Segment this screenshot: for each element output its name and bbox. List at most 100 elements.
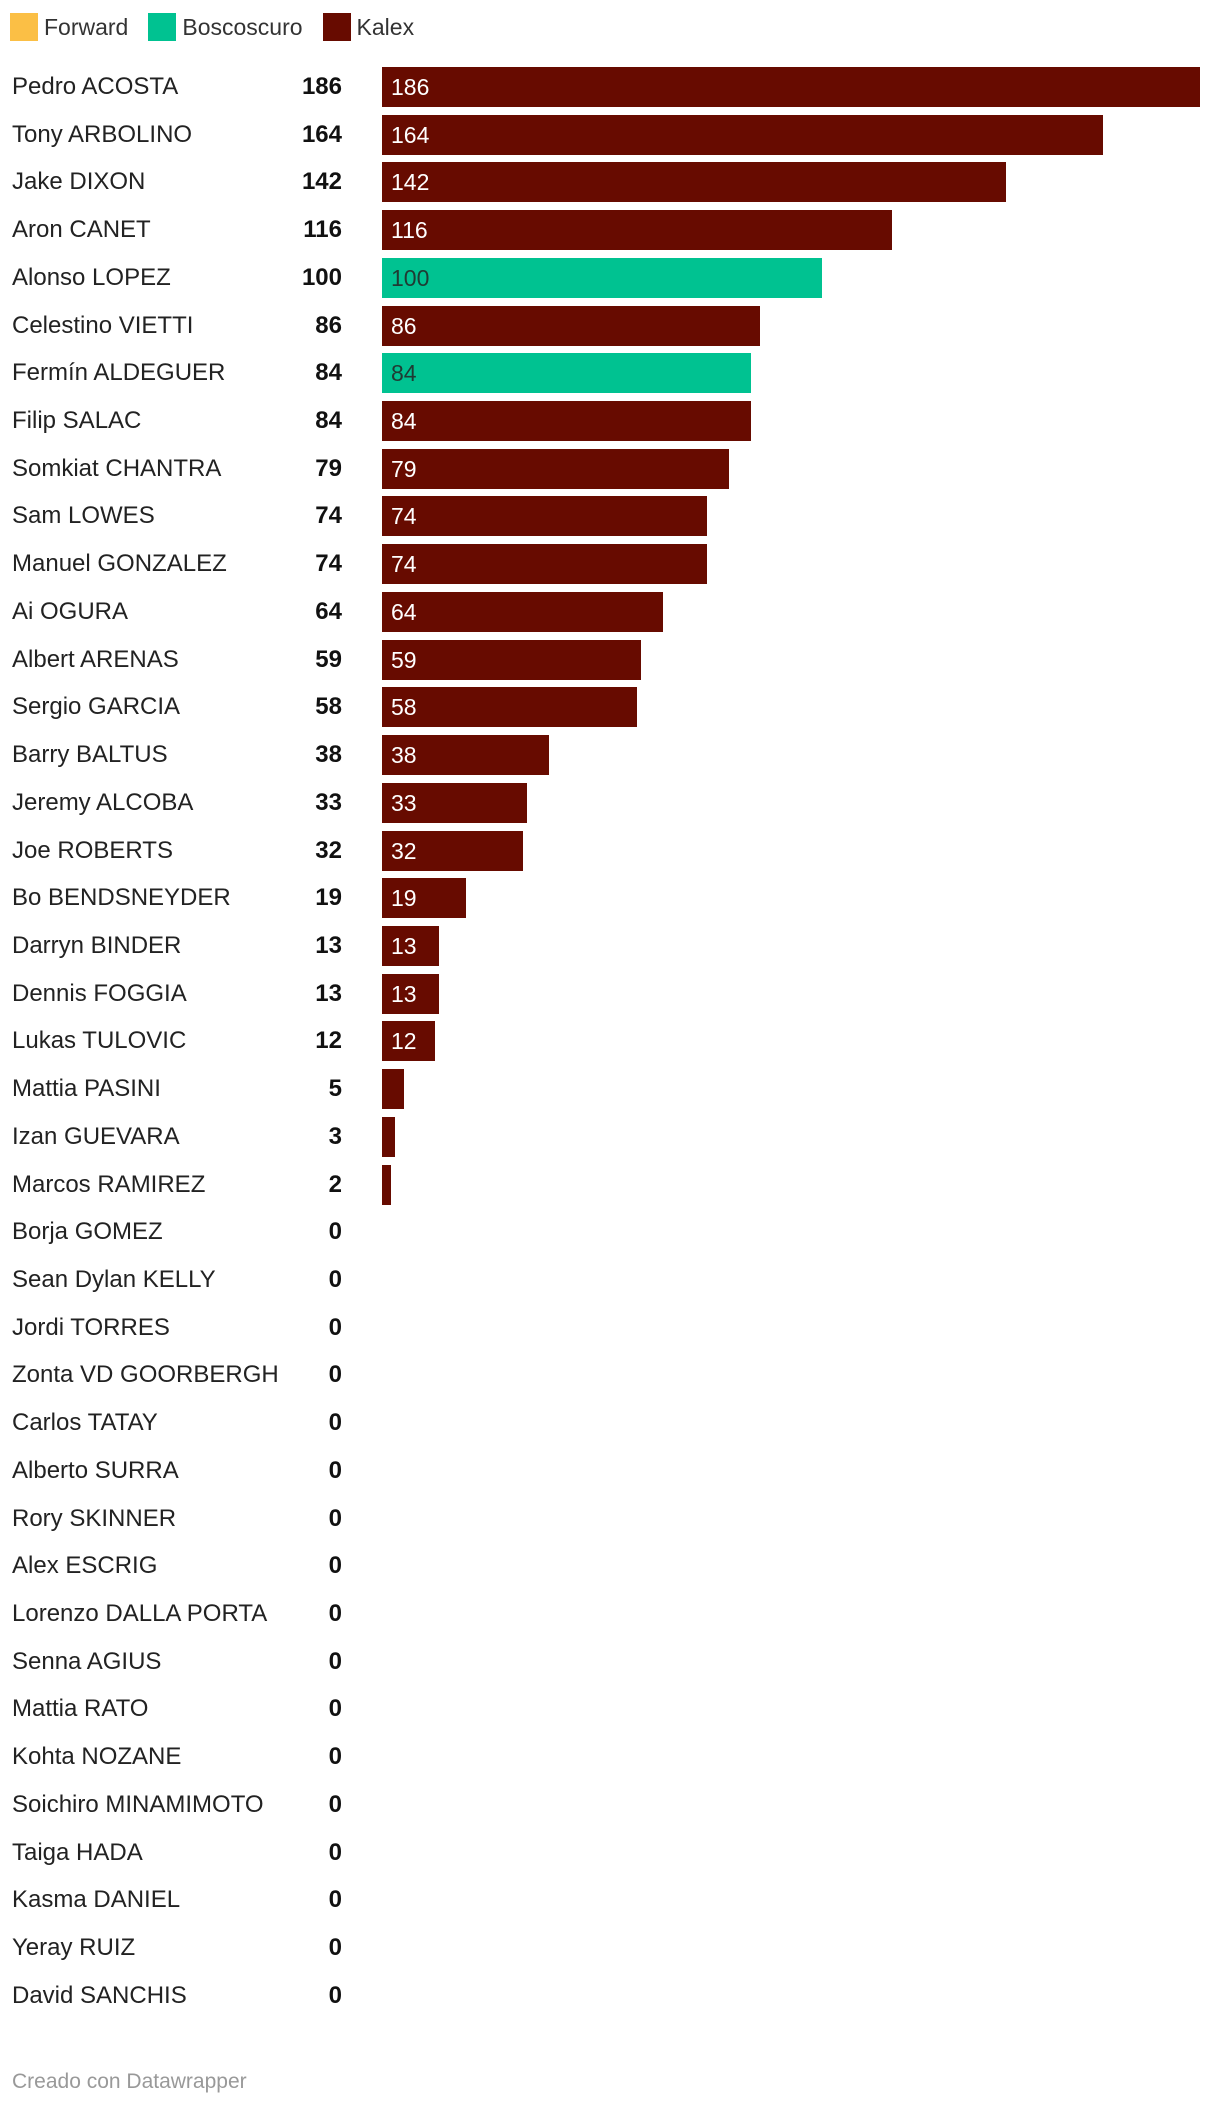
row-name: Zonta VD GOORBERGH xyxy=(12,1361,279,1389)
legend-item-boscoscuro: Boscoscuro xyxy=(148,13,303,41)
bar xyxy=(382,305,761,346)
row-name: Darryn BINDER xyxy=(12,931,182,959)
bar xyxy=(382,496,708,537)
bar-label: 142 xyxy=(391,169,430,196)
row-value: 164 xyxy=(301,120,342,148)
row-name: Jake DIXON xyxy=(12,168,146,196)
bar-label: 38 xyxy=(391,742,417,769)
legend-swatch xyxy=(148,13,177,41)
legend: Forward Boscoscuro Kalex xyxy=(10,10,434,44)
bar-label: 79 xyxy=(391,455,417,482)
row-value: 0 xyxy=(328,1456,342,1484)
row-name: Barry BALTUS xyxy=(12,741,168,769)
bar xyxy=(382,735,550,776)
bar-label: 164 xyxy=(391,121,430,148)
row-name: Albert ARENAS xyxy=(12,645,179,673)
row-value: 0 xyxy=(328,1647,342,1675)
row-value: 12 xyxy=(315,1027,342,1055)
row-name: Taiga HADA xyxy=(12,1838,143,1866)
legend-label: Forward xyxy=(44,13,129,40)
bar-label: 74 xyxy=(391,551,417,578)
bar xyxy=(382,1164,391,1205)
row-value: 0 xyxy=(328,1552,342,1580)
row-name: Lukas TULOVIC xyxy=(12,1027,187,1055)
row-value: 0 xyxy=(328,1743,342,1771)
row-name: Filip SALAC xyxy=(12,407,142,435)
legend-item-kalex: Kalex xyxy=(322,13,415,41)
bar-label: 13 xyxy=(391,932,417,959)
row-name: Mattia RATO xyxy=(12,1695,149,1723)
row-name: Kohta NOZANE xyxy=(12,1743,182,1771)
bar xyxy=(382,925,440,966)
row-value: 0 xyxy=(328,1266,342,1293)
row-value: 0 xyxy=(328,1838,342,1866)
row-name: Marcos RAMIREZ xyxy=(12,1170,206,1198)
row-value: 59 xyxy=(315,645,342,673)
row-value: 2 xyxy=(328,1170,342,1198)
legend-swatch xyxy=(322,13,351,41)
row-name: Kasma DANIEL xyxy=(12,1886,181,1914)
row-value: 13 xyxy=(315,979,342,1007)
bar-label: 32 xyxy=(391,837,417,864)
row-value: 0 xyxy=(328,1600,342,1628)
row-name: Aron CANET xyxy=(12,216,151,244)
bar-label: 84 xyxy=(391,360,417,387)
row-value: 116 xyxy=(303,216,342,244)
row-value: 84 xyxy=(315,359,342,387)
bar-label: 12 xyxy=(391,1028,417,1055)
bar-label: 33 xyxy=(391,789,417,816)
row-value: 0 xyxy=(328,1886,342,1914)
row-name: Soichiro MINAMIMOTO xyxy=(12,1790,264,1818)
row-value: 186 xyxy=(301,73,342,100)
bar xyxy=(382,448,730,489)
row-name: Fermín ALDEGUER xyxy=(12,359,226,387)
row-value: 84 xyxy=(315,407,342,435)
row-name: Alberto SURRA xyxy=(12,1456,179,1484)
row-name: Senna AGIUS xyxy=(12,1647,162,1675)
row-name: Mattia PASINI xyxy=(12,1075,161,1103)
credit-text: Creado con Datawrapper xyxy=(12,2070,247,2093)
bar-label: 116 xyxy=(391,217,428,244)
row-name: Jeremy ALCOBA xyxy=(12,788,194,816)
row-value: 79 xyxy=(315,454,342,482)
bar xyxy=(382,353,752,394)
bar xyxy=(382,401,752,442)
legend-label: Kalex xyxy=(356,13,415,40)
row-name: Alonso LOPEZ xyxy=(12,263,171,291)
bar-label: 59 xyxy=(391,646,417,673)
bar xyxy=(382,639,642,680)
row-value: 0 xyxy=(328,1790,342,1818)
row-value: 0 xyxy=(328,1695,342,1723)
bar xyxy=(382,1116,396,1157)
row-value: 86 xyxy=(315,311,342,339)
row-name: Carlos TATAY xyxy=(12,1409,158,1437)
bar-label: 64 xyxy=(391,598,417,625)
row-name: David SANCHIS xyxy=(12,1981,187,2009)
row-name: Borja GOMEZ xyxy=(12,1218,163,1246)
bar xyxy=(382,878,466,919)
bar xyxy=(382,257,822,298)
legend-item-forward: Forward xyxy=(10,13,128,41)
row-value: 142 xyxy=(301,168,342,196)
row-name: Izan GUEVARA xyxy=(12,1122,180,1150)
row-value: 0 xyxy=(328,1934,342,1962)
bar xyxy=(382,1021,435,1062)
bar-label: 100 xyxy=(391,264,430,291)
row-value: 33 xyxy=(315,788,342,816)
bar xyxy=(382,591,664,632)
bar-label: 84 xyxy=(391,408,417,435)
row-name: Lorenzo DALLA PORTA xyxy=(12,1600,268,1628)
bar xyxy=(382,687,638,728)
row-name: Jordi TORRES xyxy=(12,1313,170,1341)
row-name: Celestino VIETTI xyxy=(12,311,194,339)
bar xyxy=(382,1069,404,1110)
row-name: Manuel GONZALEZ xyxy=(12,550,227,578)
bar xyxy=(382,544,708,585)
row-value: 3 xyxy=(328,1122,342,1150)
row-value: 5 xyxy=(328,1075,342,1103)
row-value: 0 xyxy=(328,1981,342,2009)
row-name: Joe ROBERTS xyxy=(12,836,173,864)
row-value: 0 xyxy=(328,1409,342,1437)
bar xyxy=(382,210,893,251)
row-name: Yeray RUIZ xyxy=(12,1934,136,1962)
